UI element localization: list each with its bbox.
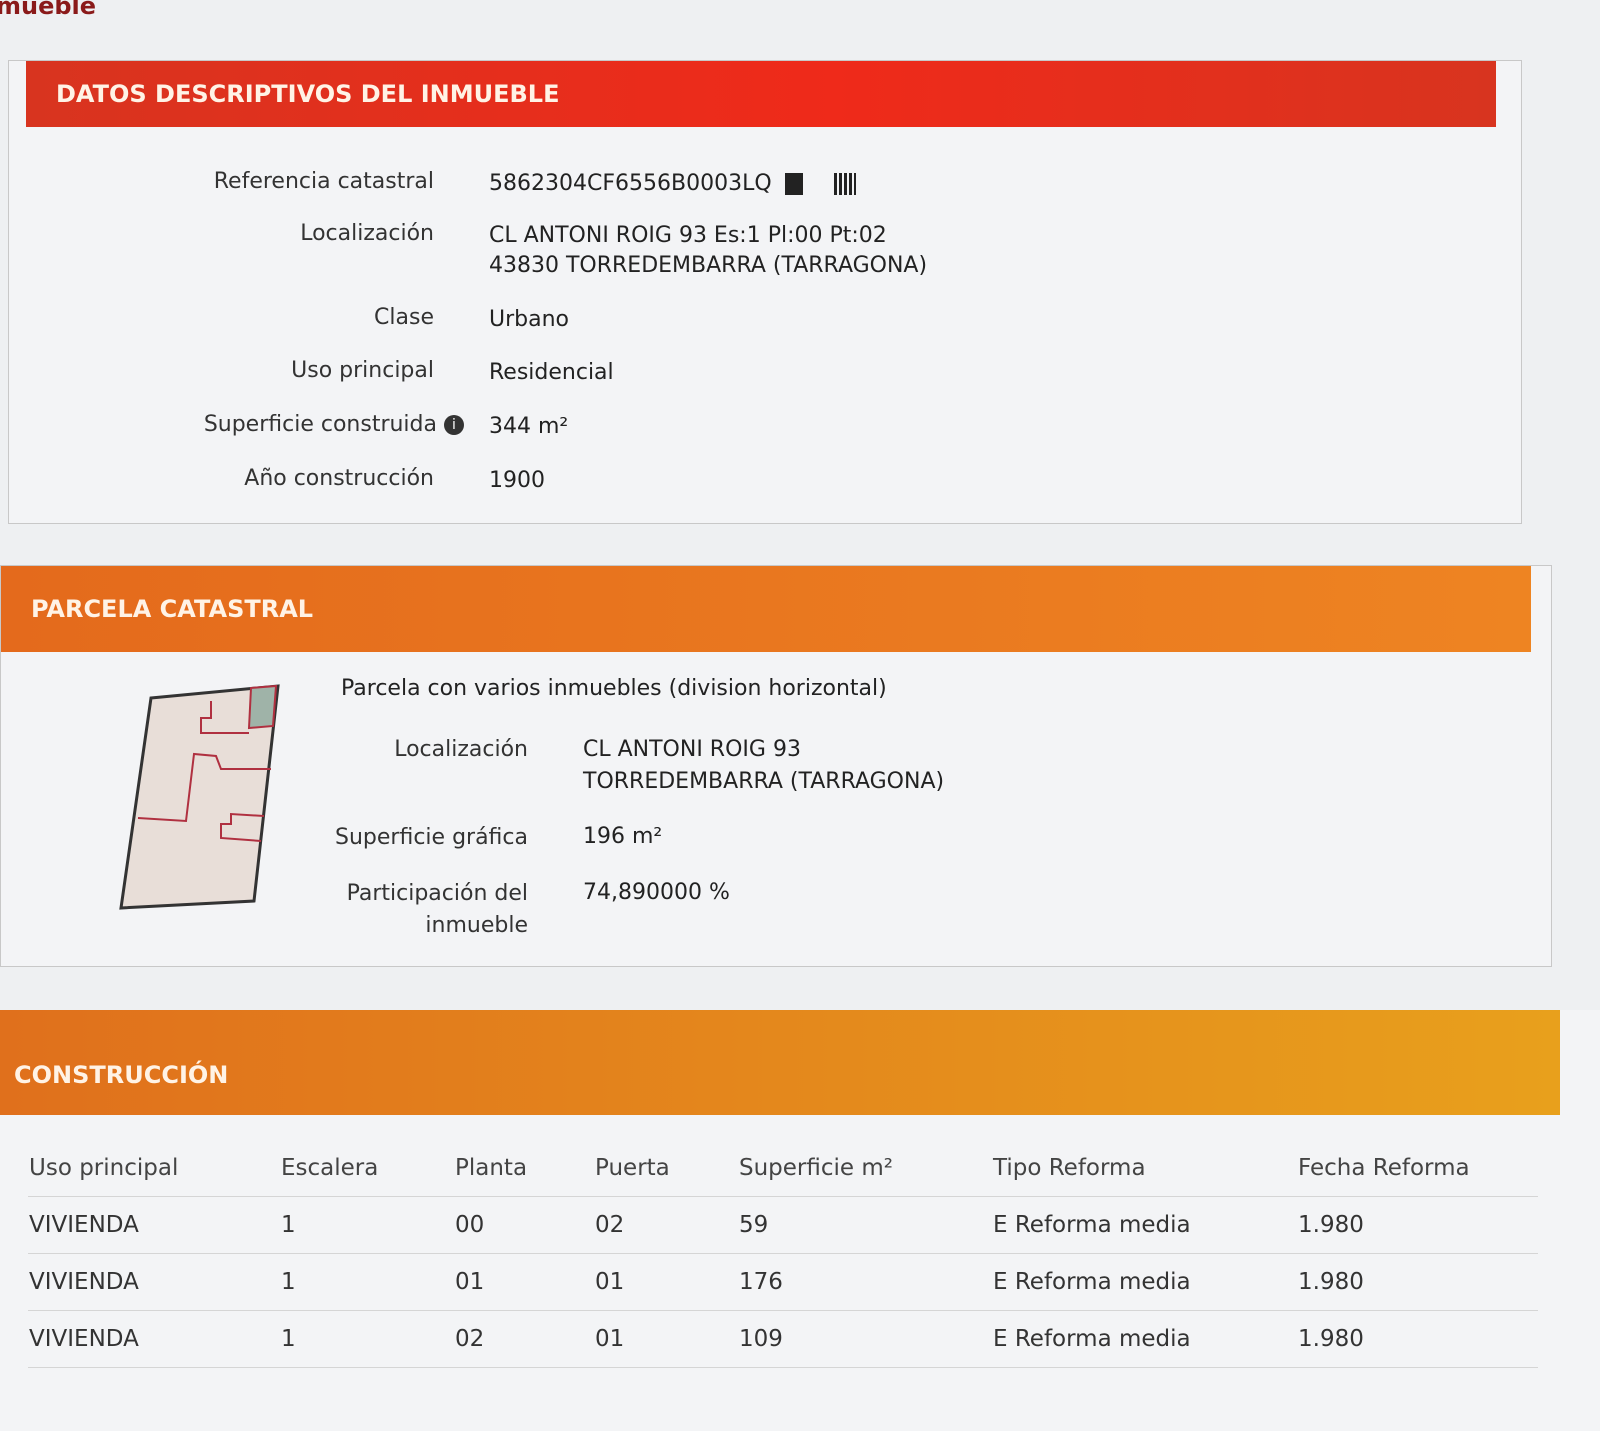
construccion-header: CONSTRUCCIÓN: [0, 1010, 1560, 1115]
info-icon[interactable]: i: [444, 415, 464, 435]
col-fecha-reforma: Fecha Reforma: [1297, 1140, 1538, 1197]
parcela-subtitle: Parcela con varios inmuebles (division h…: [341, 676, 887, 701]
copy-icon[interactable]: [784, 173, 803, 195]
cell: 01: [594, 1253, 738, 1311]
col-uso: Uso principal: [28, 1140, 280, 1197]
parcel-outline: [119, 684, 280, 910]
label-uso: Uso principal: [291, 358, 434, 383]
parcela-title: PARCELA CATASTRAL: [31, 595, 314, 623]
table-row: VIVIENDA 1 02 01 109 E Reforma media 1.980: [28, 1310, 1538, 1368]
page-title: mueble: [0, 0, 97, 20]
value-uso: Residencial: [489, 360, 614, 385]
cell: 1.980: [1297, 1253, 1538, 1311]
label-clase: Clase: [374, 305, 434, 330]
cell: 00: [454, 1196, 594, 1254]
cell: 109: [738, 1310, 992, 1368]
table-row: VIVIENDA 1 01 01 176 E Reforma media 1.980: [28, 1253, 1538, 1311]
cell: E Reforma media: [992, 1253, 1297, 1311]
col-escalera: Escalera: [280, 1140, 454, 1197]
value-participacion: 74,890000 %: [583, 880, 730, 905]
col-puerta: Puerta: [594, 1140, 738, 1197]
cell: VIVIENDA: [28, 1310, 280, 1368]
barcode-icon[interactable]: [833, 173, 856, 195]
unit-4: [220, 812, 265, 842]
cell: VIVIENDA: [28, 1253, 280, 1311]
cell: 1: [280, 1310, 454, 1368]
unit-3: [137, 752, 271, 823]
cell: VIVIENDA: [28, 1196, 280, 1254]
parcela-panel: PARCELA CATASTRAL Parcela con varios inm…: [0, 565, 1552, 967]
cell: 01: [594, 1310, 738, 1368]
datos-title: DATOS DESCRIPTIVOS DEL INMUEBLE: [56, 80, 560, 108]
value-clase: Urbano: [489, 307, 569, 332]
label-ano: Año construcción: [244, 466, 434, 491]
value-localizacion-2: 43830 TORREDEMBARRA (TARRAGONA): [489, 253, 928, 278]
unit-1: [247, 684, 278, 730]
parcela-header: PARCELA CATASTRAL: [1, 566, 1531, 652]
cell: 176: [738, 1253, 992, 1311]
label-localizacion: Localización: [300, 221, 434, 246]
construccion-panel: CONSTRUCCIÓN Uso principal Escalera Plan…: [0, 1010, 1600, 1431]
cell: E Reforma media: [992, 1196, 1297, 1254]
value-ano: 1900: [489, 468, 545, 493]
value-referencia: 5862304CF6556B0003LQ: [489, 171, 772, 196]
col-planta: Planta: [454, 1140, 594, 1197]
value-superficie: 344 m²: [489, 414, 569, 439]
construccion-title: CONSTRUCCIÓN: [14, 1061, 229, 1089]
cell: 59: [738, 1196, 992, 1254]
cell: E Reforma media: [992, 1310, 1297, 1368]
table-row: VIVIENDA 1 00 02 59 E Reforma media 1.980: [28, 1196, 1538, 1254]
value-superficie-grafica: 196 m²: [583, 824, 663, 849]
label-superficie-grafica: Superficie gráfica: [335, 825, 528, 850]
label-superficie: Superficie construida: [203, 412, 437, 437]
parcel-map[interactable]: [116, 676, 286, 916]
cell: 02: [454, 1310, 594, 1368]
label-referencia: Referencia catastral: [213, 169, 434, 194]
label-participacion: Participación del inmueble: [346, 881, 528, 938]
unit-2: [200, 701, 249, 734]
cell: 1.980: [1297, 1196, 1538, 1254]
cell: 1: [280, 1196, 454, 1254]
table-header-row: Uso principal Escalera Planta Puerta Sup…: [28, 1140, 1538, 1197]
cell: 01: [454, 1253, 594, 1311]
datos-panel: DATOS DESCRIPTIVOS DEL INMUEBLE Referenc…: [8, 60, 1522, 524]
col-superficie: Superficie m²: [738, 1140, 992, 1197]
col-tipo-reforma: Tipo Reforma: [992, 1140, 1297, 1197]
construccion-table: Uso principal Escalera Planta Puerta Sup…: [28, 1140, 1538, 1368]
value-parcela-localizacion: CL ANTONI ROIG 93: [583, 737, 801, 762]
value-localizacion: CL ANTONI ROIG 93 Es:1 Pl:00 Pt:02: [489, 223, 887, 248]
label-parcela-localizacion: Localización: [394, 737, 528, 762]
value-parcela-localizacion-2: TORREDEMBARRA (TARRAGONA): [583, 769, 945, 794]
datos-header: DATOS DESCRIPTIVOS DEL INMUEBLE: [26, 61, 1496, 127]
cell: 02: [594, 1196, 738, 1254]
cell: 1.980: [1297, 1310, 1538, 1368]
cell: 1: [280, 1253, 454, 1311]
